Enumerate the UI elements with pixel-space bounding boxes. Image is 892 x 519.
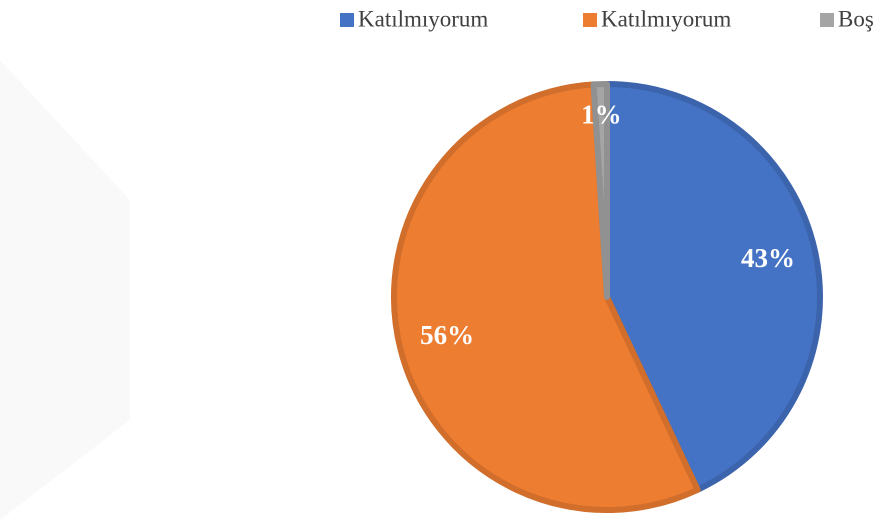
- legend-swatch: [583, 13, 597, 27]
- data-label: 56%: [420, 320, 474, 350]
- legend-label: Boş: [838, 6, 874, 31]
- pie-slice: [604, 81, 823, 493]
- data-label: 43%: [741, 243, 795, 273]
- legend-label: Katılmıyorum: [358, 6, 488, 31]
- legend-swatch: [820, 13, 834, 27]
- legend-swatch: [340, 13, 354, 27]
- pie-slice: [590, 81, 610, 300]
- legend-label: Katılmıyorum: [601, 6, 731, 31]
- pie: [391, 81, 823, 513]
- data-labels: 43% 56% 1%: [420, 99, 795, 350]
- watermark: [0, 60, 130, 519]
- data-label: 1%: [581, 99, 622, 129]
- pie-slice: [391, 81, 701, 513]
- legend: Katılmıyorum Katılmıyorum Boş: [340, 6, 874, 31]
